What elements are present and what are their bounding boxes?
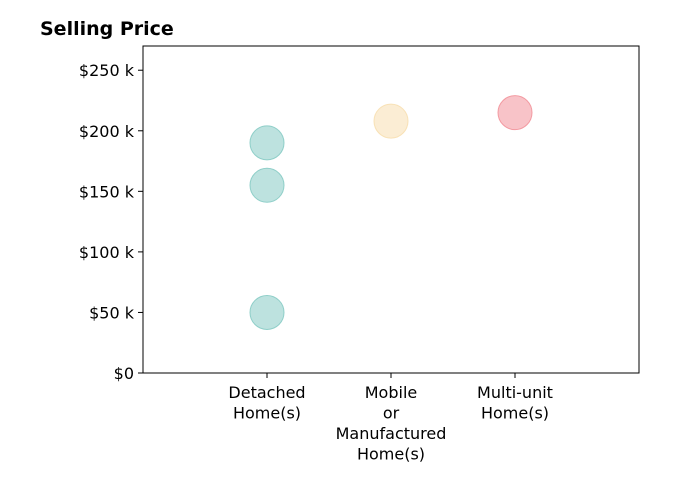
x-tick-label-line: Detached	[228, 383, 305, 402]
x-tick-label-line: Mobile	[365, 383, 417, 402]
y-tick-label: $150 k	[79, 182, 135, 201]
plot-frame	[142, 45, 640, 374]
data-point	[497, 95, 533, 131]
y-tick-label: $250 k	[79, 61, 135, 80]
x-axis: Detached Home(s) Mobile or Manufactured Home(…	[228, 373, 553, 464]
x-tick-label-line: Home(s)	[481, 404, 549, 423]
data-point	[249, 125, 285, 161]
y-tick-label: $0	[114, 364, 134, 383]
y-axis: $0 $50 k $100 k $150 k $200 k $250 k	[79, 61, 143, 383]
x-tick-label-line: Multi-unit	[477, 383, 553, 402]
x-tick-label-line: Home(s)	[357, 445, 425, 464]
plot-points	[249, 95, 533, 330]
x-tick-label-line: or	[383, 404, 400, 423]
x-tick-label: Detached Home(s)	[228, 383, 305, 423]
data-point	[249, 294, 285, 330]
y-tick-label: $100 k	[79, 243, 135, 262]
x-tick-label-line: Manufactured	[336, 424, 447, 443]
x-tick-label: Multi-unit Home(s)	[477, 383, 553, 423]
data-point	[249, 167, 285, 203]
y-tick-label: $50 k	[89, 303, 135, 322]
data-point	[373, 103, 409, 139]
chart-title: Selling Price	[40, 18, 174, 40]
x-tick-label-line: Home(s)	[233, 404, 301, 423]
x-tick-label: Mobile or Manufactured Home(s)	[336, 383, 447, 464]
y-tick-label: $200 k	[79, 122, 135, 141]
